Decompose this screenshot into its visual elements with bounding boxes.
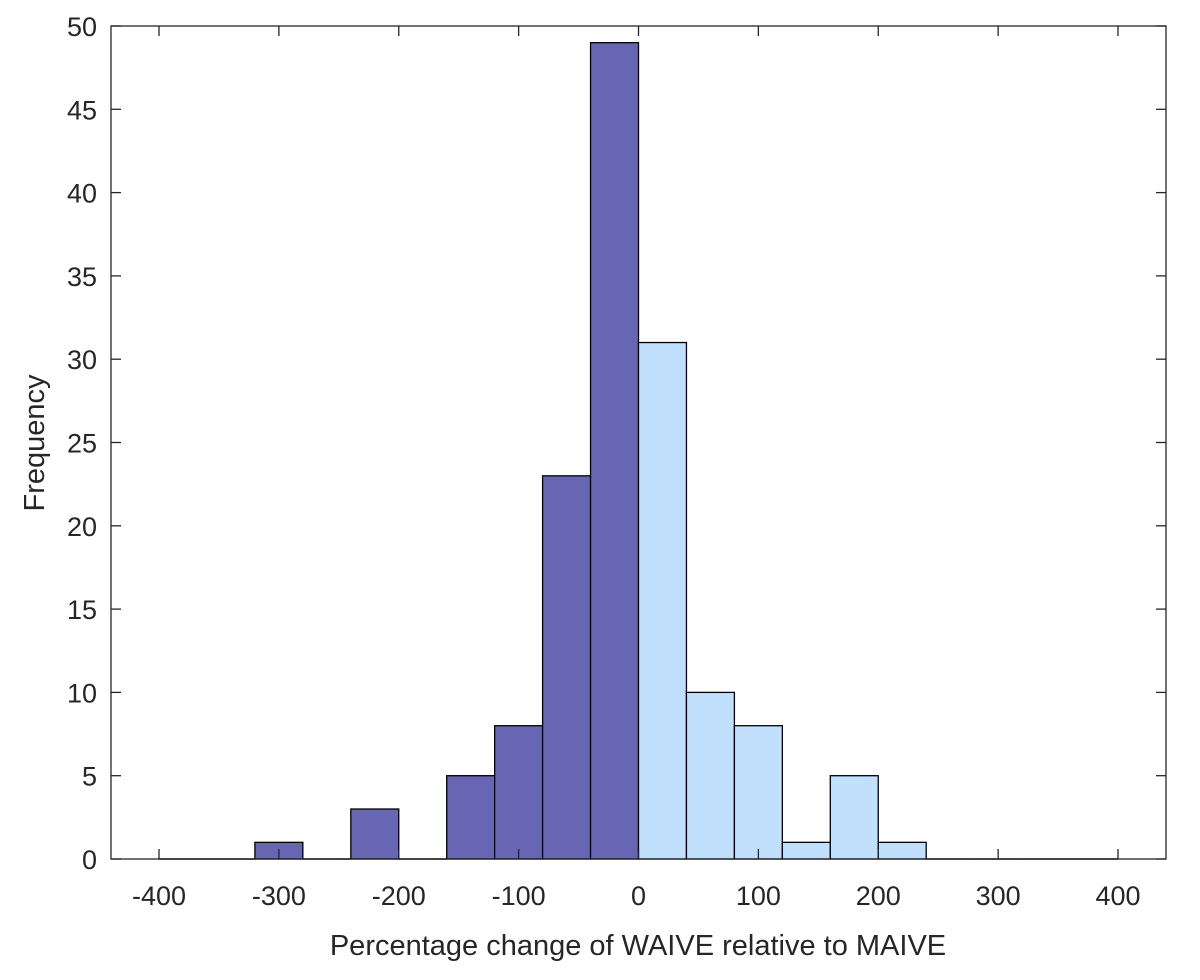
y-tick-label-1: 5 bbox=[82, 762, 97, 792]
x-tick-label-0: -400 bbox=[132, 881, 186, 911]
histogram-bar-6 bbox=[446, 775, 496, 860]
histogram-bar-7 bbox=[493, 725, 544, 860]
histogram-bar-15 bbox=[877, 841, 927, 860]
y-tick-label-6: 30 bbox=[67, 345, 97, 375]
y-axis-title: Frequency bbox=[19, 374, 51, 512]
y-tick-label-0: 0 bbox=[82, 845, 97, 875]
bars-layer bbox=[159, 42, 1118, 860]
histogram-bar-13 bbox=[781, 841, 831, 860]
x-tick-label-6: 200 bbox=[856, 881, 901, 911]
ticks-layer bbox=[111, 25, 1166, 860]
x-tick-label-8: 400 bbox=[1095, 881, 1140, 911]
x-axis-title: Percentage change of WAIVE relative to M… bbox=[330, 930, 946, 962]
x-tick-label-4: 0 bbox=[631, 881, 646, 911]
y-tick-label-2: 10 bbox=[67, 678, 97, 708]
histogram-bar-4 bbox=[350, 808, 400, 860]
tick-labels-layer: -400 -300 -200 -100 0 100 200 300 400 0 5 10 15 20 25 3… bbox=[67, 12, 1141, 911]
y-tick-label-7: 35 bbox=[67, 262, 97, 292]
x-tick-label-3: -100 bbox=[492, 881, 546, 911]
histogram-bar-9 bbox=[589, 42, 640, 860]
x-tick-label-1: -300 bbox=[252, 881, 306, 911]
y-tick-label-5: 25 bbox=[67, 429, 97, 459]
histogram-bar-8 bbox=[541, 475, 592, 860]
y-tick-label-8: 40 bbox=[67, 179, 97, 209]
histogram-bar-12 bbox=[733, 725, 784, 860]
histogram-bar-11 bbox=[685, 691, 736, 860]
x-tick-label-7: 300 bbox=[976, 881, 1021, 911]
histogram-bar-10 bbox=[637, 341, 688, 860]
y-tick-label-9: 45 bbox=[67, 95, 97, 125]
x-tick-label-5: 100 bbox=[736, 881, 781, 911]
y-tick-label-4: 20 bbox=[67, 512, 97, 542]
x-tick-label-2: -200 bbox=[372, 881, 426, 911]
histogram-bar-14 bbox=[829, 775, 879, 860]
y-tick-label-10: 50 bbox=[67, 12, 97, 42]
y-tick-label-3: 15 bbox=[67, 595, 97, 625]
